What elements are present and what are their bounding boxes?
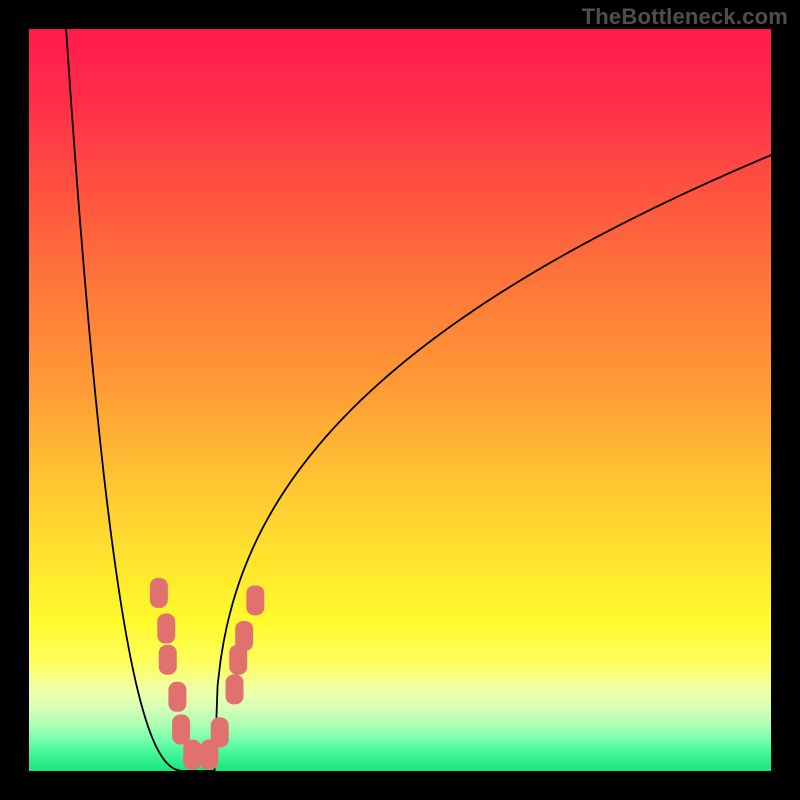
curve-marker (235, 621, 253, 651)
curve-marker (157, 614, 175, 644)
curve-marker (246, 585, 264, 615)
curve-marker (168, 682, 186, 712)
curve-marker (159, 645, 177, 675)
watermark-text: TheBottleneck.com (582, 4, 788, 30)
curve-marker (226, 674, 244, 704)
plot-area (29, 29, 771, 771)
curve-marker (183, 740, 201, 770)
curve-marker (172, 714, 190, 744)
curve-marker (211, 717, 229, 747)
chart-frame: TheBottleneck.com (0, 0, 800, 800)
curve-marker (150, 578, 168, 608)
gradient-background (29, 29, 771, 771)
plot-svg (29, 29, 771, 771)
